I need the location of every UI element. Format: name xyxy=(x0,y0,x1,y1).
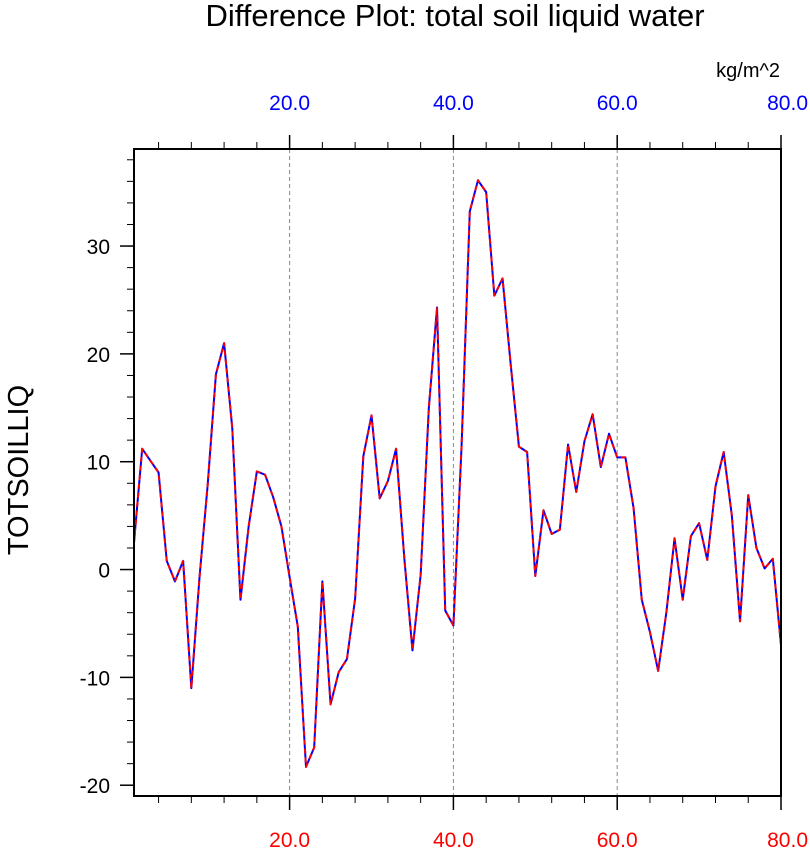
y-tick-label: 20 xyxy=(87,344,110,367)
x-tick-label-bottom: 20.0 xyxy=(269,829,310,852)
series-lines xyxy=(133,179,782,768)
series-line-dashed xyxy=(133,179,782,768)
x-tick-label-top: 80.0 xyxy=(767,92,808,115)
units-label: kg/m^2 xyxy=(716,60,780,82)
plot-frame xyxy=(133,148,782,797)
x-tick-label-top: 20.0 xyxy=(269,92,310,115)
axis-ticks xyxy=(120,135,782,810)
x-tick-label-top: 40.0 xyxy=(433,92,474,115)
y-tick-label: 10 xyxy=(87,452,110,475)
chart-title: Difference Plot: total soil liquid water xyxy=(205,0,704,33)
x-tick-label-bottom: 60.0 xyxy=(597,829,638,852)
x-tick-label-bottom: 80.0 xyxy=(767,829,808,852)
y-tick-label: -10 xyxy=(80,667,110,690)
x-tick-label-top: 60.0 xyxy=(597,92,638,115)
gridlines xyxy=(289,149,618,796)
series-line-solid xyxy=(133,179,782,768)
x-tick-label-bottom: 40.0 xyxy=(433,829,474,852)
y-tick-label: -20 xyxy=(80,775,110,798)
tick-labels: 30 20 10 0 -10 -20 20.0 20.0 40.0 40.0 60.0 60.0 80.… xyxy=(80,92,808,852)
y-tick-label: 30 xyxy=(87,236,110,259)
y-tick-label: 0 xyxy=(98,560,110,583)
y-axis-label: TOTSOILLIQ xyxy=(3,385,35,555)
